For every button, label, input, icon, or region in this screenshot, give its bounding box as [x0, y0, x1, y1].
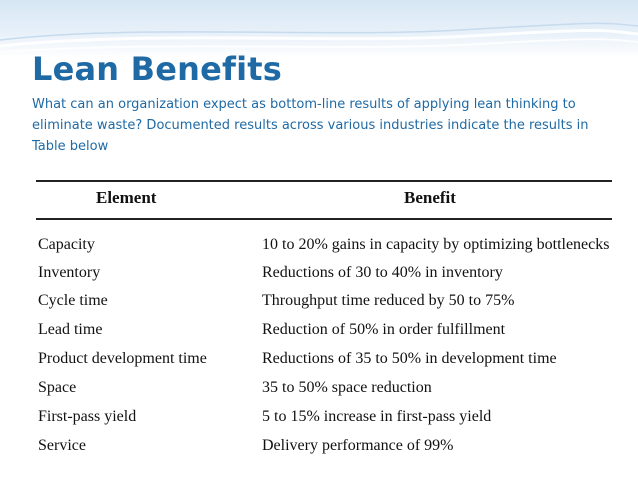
- table-row: Inventory Reductions of 30 to 40% in inv…: [24, 264, 614, 290]
- table-header-rule: [36, 218, 612, 220]
- row-element: First-pass yield: [38, 408, 137, 425]
- row-element: Space: [38, 379, 77, 396]
- row-benefit: 35 to 50% space reduction: [262, 379, 432, 396]
- table-row: Product development time Reductions of 3…: [24, 350, 614, 376]
- row-element: Inventory: [38, 264, 101, 281]
- row-benefit: Reductions of 30 to 40% in inventory: [262, 264, 503, 281]
- row-benefit: 10 to 20% gains in capacity by optimizin…: [262, 236, 610, 253]
- row-benefit: Reductions of 35 to 50% in development t…: [262, 350, 557, 367]
- table-row: Service Delivery performance of 99%: [24, 437, 614, 463]
- benefits-table: Element Benefit Capacity 10 to 20% gains…: [24, 170, 614, 479]
- table-row: Capacity 10 to 20% gains in capacity by …: [24, 236, 614, 262]
- header-benefit: Benefit: [404, 188, 456, 207]
- row-element: Lead time: [38, 321, 103, 338]
- decorative-wave-lines: [0, 22, 638, 53]
- row-benefit: Delivery performance of 99%: [262, 437, 454, 454]
- slide-title: Lean Benefits: [32, 50, 283, 88]
- slide-header-band: [0, 0, 638, 58]
- table-top-rule: [36, 180, 612, 182]
- row-benefit: 5 to 15% increase in first-pass yield: [262, 408, 492, 425]
- row-benefit: Throughput time reduced by 50 to 75%: [262, 292, 515, 309]
- table-row: First-pass yield 5 to 15% increase in fi…: [24, 408, 614, 434]
- table-row: Cycle time Throughput time reduced by 50…: [24, 292, 614, 318]
- table-row: Lead time Reduction of 50% in order fulf…: [24, 321, 614, 347]
- row-element: Product development time: [38, 350, 207, 367]
- row-element: Cycle time: [38, 292, 108, 309]
- row-element: Service: [38, 437, 86, 454]
- slide-subtitle: What can an organization expect as botto…: [32, 97, 589, 154]
- table-row: Space 35 to 50% space reduction: [24, 379, 614, 405]
- header-element: Element: [96, 188, 157, 207]
- row-element: Capacity: [38, 236, 95, 253]
- row-benefit: Reduction of 50% in order fulfillment: [262, 321, 506, 338]
